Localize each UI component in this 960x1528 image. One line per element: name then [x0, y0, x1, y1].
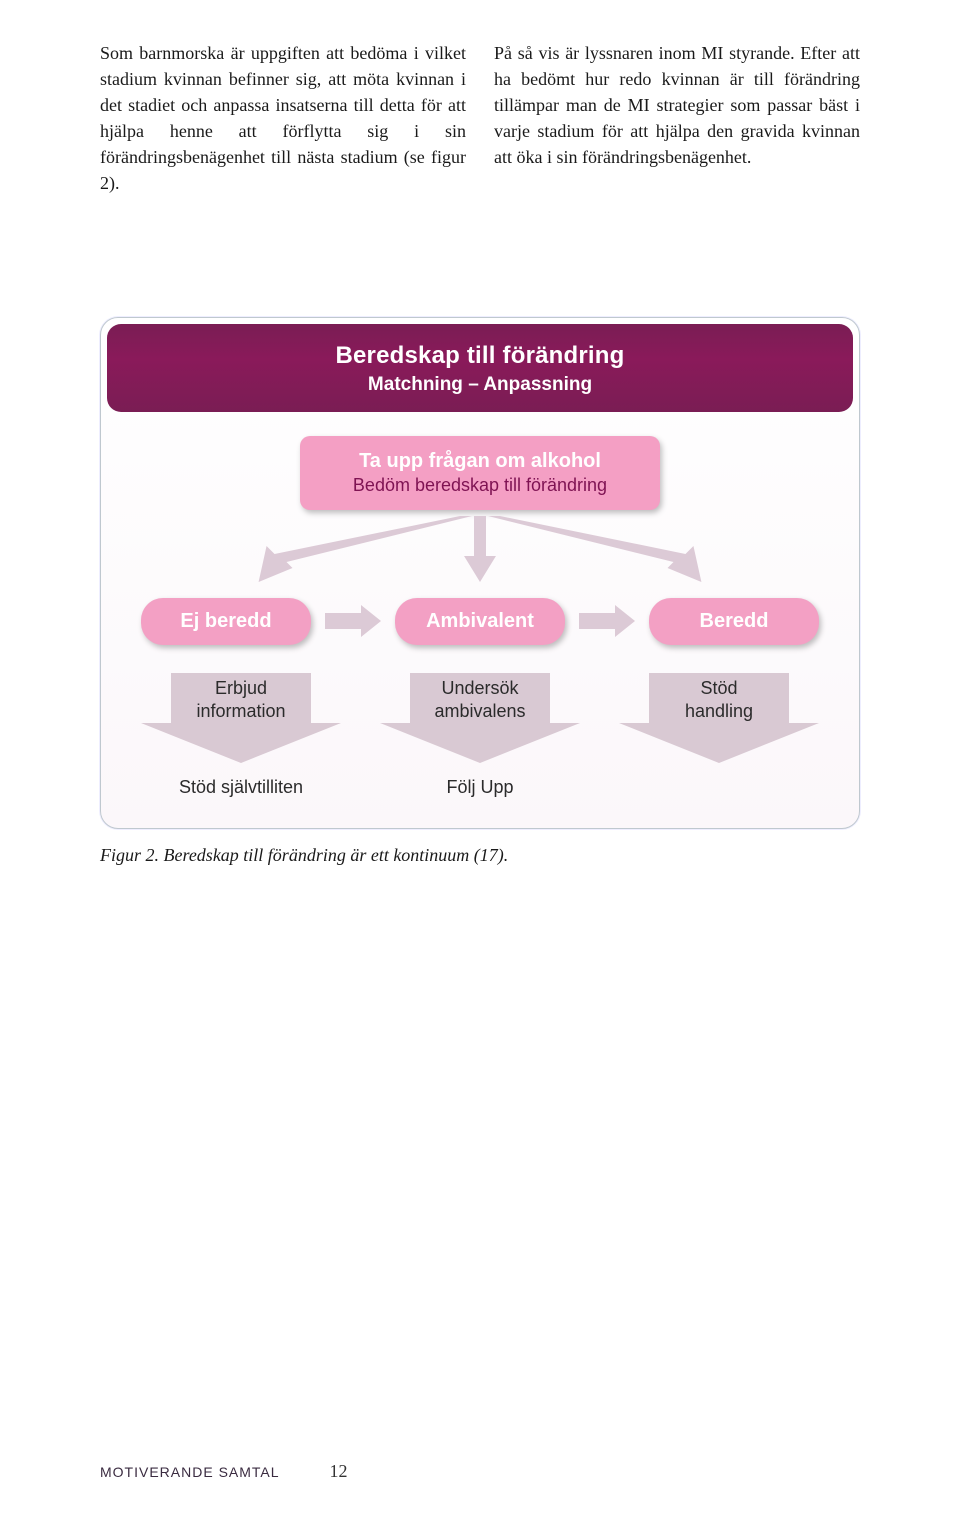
followup-2 [619, 777, 819, 798]
body-column-right: På så vis är lyssnaren inom MI styrande.… [494, 40, 860, 197]
action-row: Erbjudinformation Undersökambivalens Stö… [101, 673, 859, 763]
page-footer: MOTIVERANDE SAMTAL 12 [100, 1461, 860, 1482]
followup-0: Stöd självtilliten [141, 777, 341, 798]
followup-row: Stöd självtilliten Följ Upp [101, 777, 859, 798]
stage-pill-not-ready: Ej beredd [141, 598, 311, 645]
stage-pill-ready: Beredd [649, 598, 819, 645]
action-label-2: Stödhandling [619, 677, 819, 724]
stage-pill-ambivalent: Ambivalent [395, 598, 565, 645]
assess-line1: Ta upp frågan om alkohol [318, 450, 642, 473]
assess-line2: Bedöm beredskap till förändring [318, 475, 642, 496]
followup-1: Följ Upp [380, 777, 580, 798]
diagram-subtitle: Matchning – Anpassning [127, 374, 833, 396]
arrow-icon [577, 599, 637, 643]
action-label-1: Undersökambivalens [380, 677, 580, 724]
footer-page-number: 12 [330, 1461, 348, 1482]
readiness-diagram: Beredskap till förändring Matchning – An… [100, 317, 860, 829]
figure-caption: Figur 2. Beredskap till förändring är et… [100, 845, 860, 866]
arrow-icon [323, 599, 383, 643]
branch-arrows [101, 512, 859, 592]
action-label-0: Erbjudinformation [141, 677, 341, 724]
assess-box: Ta upp frågan om alkohol Bedöm beredskap… [300, 436, 660, 510]
diagram-title: Beredskap till förändring [127, 342, 833, 370]
stage-row: Ej beredd Ambivalent Beredd [101, 598, 859, 645]
footer-section: MOTIVERANDE SAMTAL [100, 1464, 280, 1480]
body-column-left: Som barnmorska är uppgiften att bedöma i… [100, 40, 466, 197]
diagram-header: Beredskap till förändring Matchning – An… [107, 324, 853, 412]
